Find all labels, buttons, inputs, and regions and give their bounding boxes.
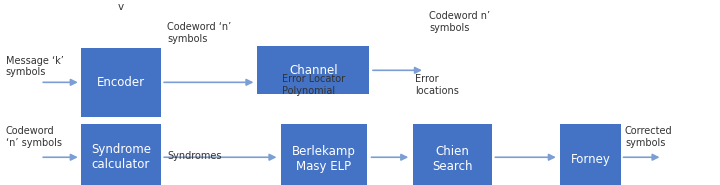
Text: v: v (118, 2, 124, 12)
Text: Codeword ‘n’
symbols: Codeword ‘n’ symbols (167, 23, 231, 44)
Text: Codeword n’
symbols: Codeword n’ symbols (429, 11, 490, 33)
Text: Corrected
symbols: Corrected symbols (625, 126, 672, 148)
Bar (81, 124, 161, 185)
Text: Channel: Channel (289, 64, 338, 77)
Text: Error Locator
Polynomial: Error Locator Polynomial (282, 74, 346, 96)
Text: Message ‘k’
symbols: Message ‘k’ symbols (6, 56, 63, 77)
Text: Berlekamp
Masy ELP: Berlekamp Masy ELP (292, 145, 356, 173)
Text: Syndrome
calculator: Syndrome calculator (91, 143, 151, 171)
Text: Encoder: Encoder (97, 76, 145, 89)
Text: Syndromes: Syndromes (168, 151, 222, 161)
Bar (281, 124, 367, 185)
Text: Error
locations: Error locations (415, 74, 459, 96)
Text: Forney: Forney (570, 153, 611, 166)
Text: Chien
Search: Chien Search (432, 145, 472, 173)
Text: Codeword
‘n’ symbols: Codeword ‘n’ symbols (6, 126, 62, 148)
Bar (560, 124, 621, 185)
Bar (258, 46, 369, 94)
Bar (81, 48, 161, 117)
Bar (413, 124, 492, 185)
